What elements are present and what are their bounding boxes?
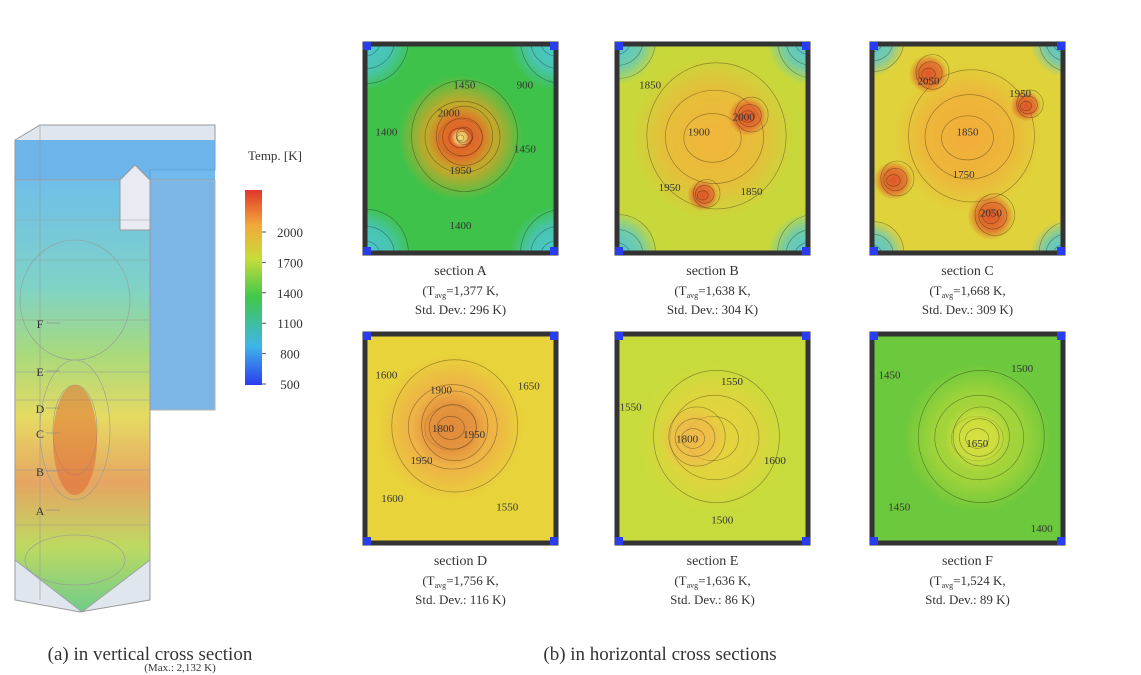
- contour-label: 1600: [375, 370, 398, 382]
- colorbar-title: Temp. [K]: [248, 148, 302, 163]
- section-std: Std. Dev.: 296 K): [415, 302, 506, 317]
- contour-label: 1950: [463, 429, 486, 441]
- contour-label: 900: [517, 80, 534, 92]
- average-symbol: T: [934, 283, 942, 298]
- max-note: (Max.: 2,132 K): [144, 662, 216, 674]
- section-mark: E: [36, 365, 43, 379]
- contour-label: 1650: [518, 380, 541, 392]
- section-average: (Tavg=1,638 K,: [674, 283, 750, 300]
- section-name: section F: [942, 554, 993, 569]
- average-subscript: avg: [687, 581, 699, 590]
- section-average: (Tavg=1,668 K,: [929, 283, 1005, 300]
- section-std: Std. Dev.: 304 K): [667, 302, 758, 317]
- average-symbol: T: [679, 573, 687, 588]
- contour-label: 1450: [453, 80, 476, 92]
- contour-label: 1950: [450, 165, 473, 177]
- section-name: section A: [434, 264, 487, 279]
- colorbar: [245, 190, 262, 385]
- average-value: =1,524 K,: [953, 573, 1005, 588]
- average-value: =1,756 K,: [446, 573, 498, 588]
- colorbar-tick-label: 1100: [277, 316, 303, 331]
- colorbar-tick-label: 2000: [277, 225, 303, 240]
- contour-label: 1900: [688, 126, 711, 138]
- contour-label: 1850: [639, 80, 662, 92]
- contour-label: 1950: [411, 455, 434, 467]
- contour-label: 1550: [721, 376, 744, 388]
- average-symbol: T: [679, 283, 687, 298]
- section-average: (Tavg=1,524 K,: [929, 573, 1005, 590]
- section-name: section D: [434, 554, 487, 569]
- contour-label: 1400: [1031, 523, 1054, 535]
- contour-label: 1400: [375, 126, 398, 138]
- contour-label: 2050: [980, 207, 1003, 219]
- average-value: =1,377 K,: [446, 283, 498, 298]
- contour-label: 1500: [711, 514, 734, 526]
- contour-label: 1450: [888, 502, 911, 514]
- section-mark: B: [36, 465, 44, 479]
- contour-label: 1850: [957, 126, 980, 138]
- section-mark: D: [36, 402, 45, 416]
- contour-label: 1600: [764, 455, 787, 467]
- average-subscript: avg: [435, 291, 447, 300]
- colorbar-tick-label: 800: [280, 347, 300, 362]
- section-std: Std. Dev.: 309 K): [922, 302, 1013, 317]
- contour-label: 2050: [918, 75, 941, 87]
- furnace: [15, 125, 215, 612]
- contour-label: 1450: [514, 144, 537, 156]
- section-name: section B: [686, 264, 739, 279]
- contour-label: 1650: [966, 438, 989, 450]
- colorbar-tick-label: 1700: [277, 255, 303, 270]
- contour-label: 1800: [432, 423, 455, 435]
- section-mark: F: [37, 317, 44, 331]
- average-subscript: avg: [942, 291, 954, 300]
- average-value: =1,636 K,: [698, 573, 750, 588]
- section-mark: A: [36, 504, 45, 518]
- section-name: section C: [941, 264, 994, 279]
- average-symbol: T: [427, 573, 435, 588]
- contour-label: 1600: [381, 493, 404, 505]
- figure: Temp. [K] (a) in vertical cross section …: [0, 0, 1141, 675]
- contour-label: 1400: [450, 220, 473, 232]
- section-average: (Tavg=1,756 K,: [422, 573, 498, 590]
- contour-label: 1550: [620, 402, 643, 414]
- contour-label: 1800: [676, 434, 699, 446]
- average-subscript: avg: [435, 581, 447, 590]
- colorbar-tick-label: 500: [280, 377, 300, 392]
- contour-label: 1500: [1011, 363, 1034, 375]
- section-average: (Tavg=1,377 K,: [422, 283, 498, 300]
- contour-label: 1850: [741, 186, 764, 198]
- heat-map: [363, 332, 558, 545]
- average-symbol: T: [427, 283, 435, 298]
- contour-label: 1950: [659, 182, 682, 194]
- contour-label: 2000: [438, 107, 461, 119]
- heat-map: [615, 332, 810, 545]
- average-symbol: T: [934, 573, 942, 588]
- contour-label: 2000: [733, 112, 756, 124]
- section-average: (Tavg=1,636 K,: [674, 573, 750, 590]
- contour-label: 1900: [430, 385, 453, 397]
- contour-label: 1450: [879, 370, 902, 382]
- section-std: Std. Dev.: 86 K): [670, 592, 755, 607]
- contour-label: 1750: [953, 169, 976, 181]
- average-subscript: avg: [942, 581, 954, 590]
- contour-label: 1950: [1009, 88, 1032, 100]
- section-name: section E: [687, 554, 739, 569]
- section-std: Std. Dev.: 116 K): [415, 592, 506, 607]
- average-subscript: avg: [687, 291, 699, 300]
- colorbar-tick-label: 1400: [277, 286, 303, 301]
- average-value: =1,638 K,: [698, 283, 750, 298]
- average-value: =1,668 K,: [953, 283, 1005, 298]
- section-mark: C: [36, 427, 44, 441]
- section-std: Std. Dev.: 89 K): [925, 592, 1010, 607]
- contour-label: 1550: [496, 502, 519, 514]
- caption-b: (b) in horizontal cross sections: [543, 644, 776, 665]
